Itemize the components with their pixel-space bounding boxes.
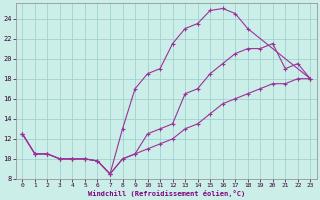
X-axis label: Windchill (Refroidissement éolien,°C): Windchill (Refroidissement éolien,°C)	[88, 190, 245, 197]
